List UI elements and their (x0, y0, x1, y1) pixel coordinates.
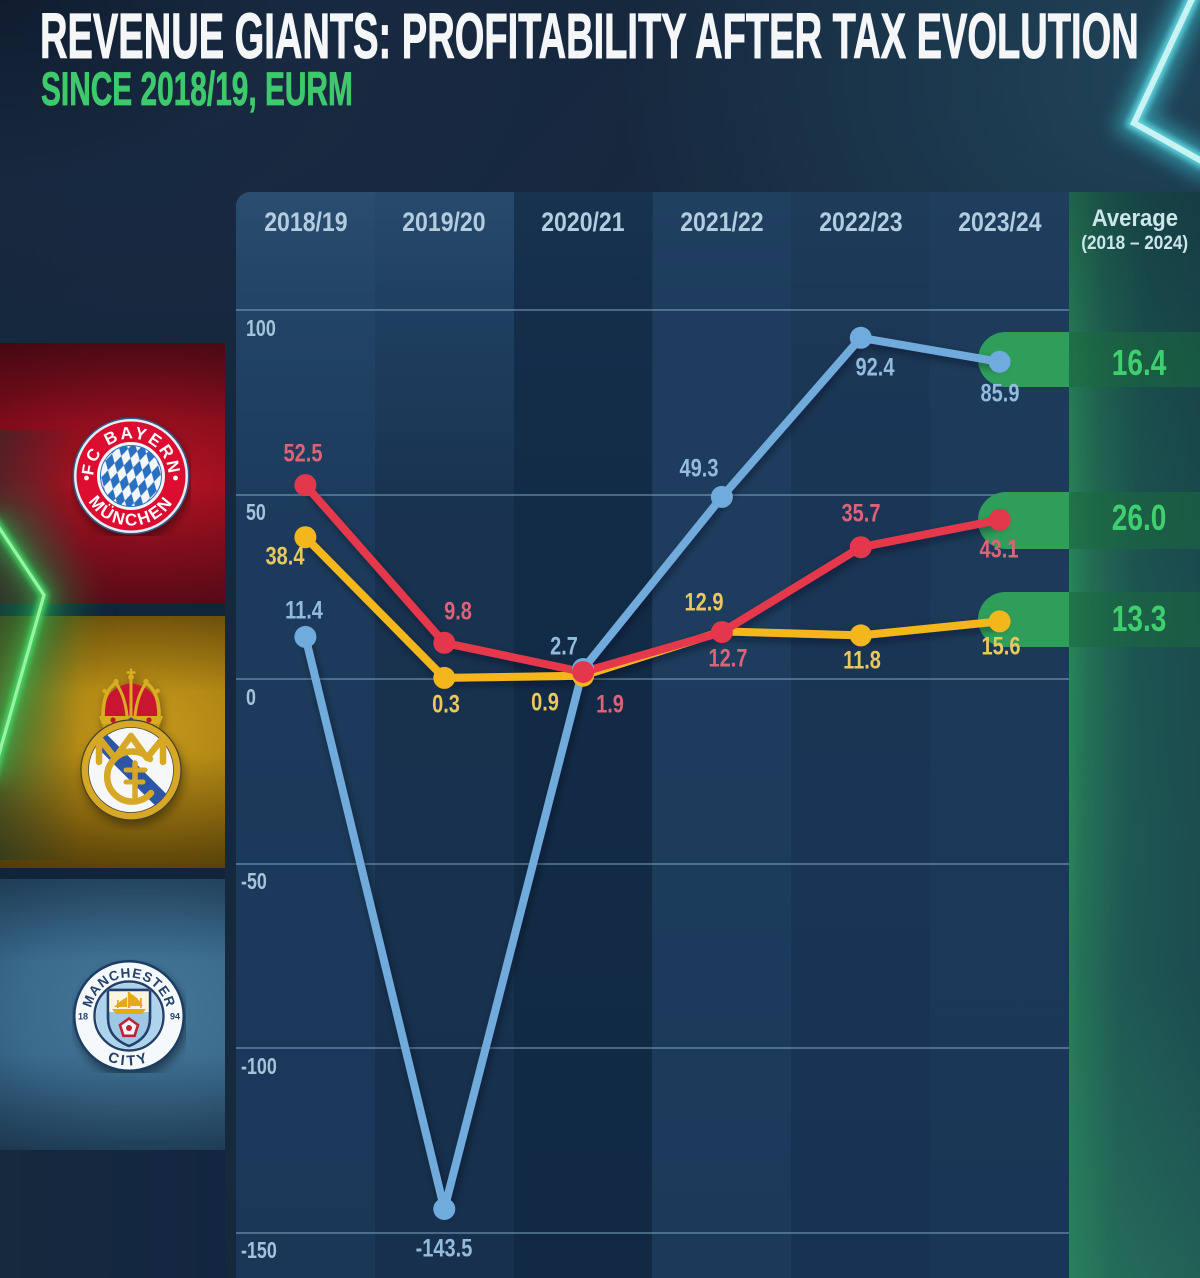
svg-text:94: 94 (170, 1012, 180, 1022)
svg-text:18: 18 (78, 1012, 88, 1022)
svg-text:CITY: CITY (106, 1049, 152, 1069)
